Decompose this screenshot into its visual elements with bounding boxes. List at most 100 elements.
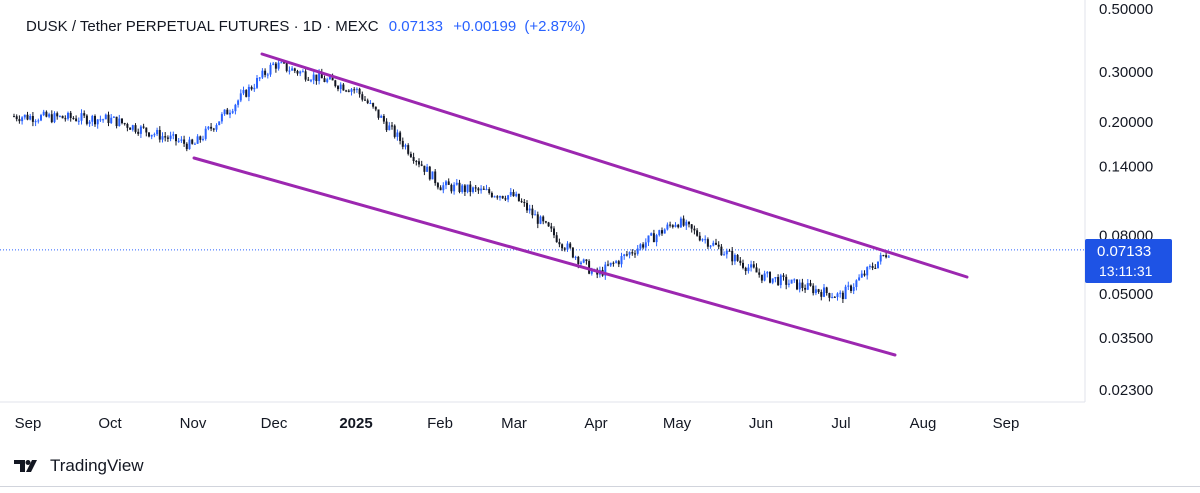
candle-body — [434, 171, 437, 184]
y-tick-label: 0.02300 — [1099, 382, 1153, 399]
candle-body — [685, 221, 688, 226]
candle-body — [766, 272, 769, 274]
candle-body — [347, 90, 350, 92]
candle-body — [277, 62, 280, 69]
candle-body — [415, 161, 418, 163]
candle-body — [628, 252, 631, 255]
candle-body — [323, 78, 326, 82]
y-tick-label: 0.03500 — [1099, 330, 1153, 347]
candle-body — [858, 277, 861, 281]
candle-body — [126, 124, 129, 128]
candle-body — [868, 266, 871, 268]
candle-body — [148, 132, 150, 137]
candle-body — [361, 94, 364, 100]
candle-body — [118, 118, 121, 127]
candle-body — [679, 218, 682, 228]
candle-body — [590, 270, 593, 274]
candle-body — [793, 279, 796, 281]
candle-body — [493, 196, 496, 198]
candle-body — [369, 103, 372, 105]
candle-body — [337, 86, 339, 90]
candle-body — [418, 161, 420, 165]
candle-body — [866, 267, 869, 276]
candle-body — [312, 74, 315, 81]
candle-body — [304, 71, 307, 80]
candle-body — [582, 259, 585, 263]
candle-body — [455, 182, 458, 185]
candle-body — [806, 283, 809, 290]
candle-body — [563, 248, 566, 250]
candle-body — [412, 156, 415, 162]
candle-body — [488, 189, 491, 193]
candle-body — [156, 129, 159, 135]
channel-line-upper[interactable] — [260, 52, 969, 279]
candle-body — [391, 125, 393, 127]
candle-body — [833, 296, 836, 298]
candle-body — [88, 121, 91, 124]
channel-lines[interactable] — [192, 52, 969, 357]
candle-body — [372, 103, 375, 107]
candle-body — [809, 283, 812, 286]
candle-body — [804, 287, 807, 290]
candle-body — [320, 72, 323, 79]
candle-body — [571, 247, 574, 258]
candle-body — [863, 273, 866, 276]
candle-body — [261, 70, 264, 78]
y-tick-label: 0.20000 — [1099, 114, 1153, 131]
candle-body — [188, 139, 191, 150]
candle-body — [693, 228, 696, 231]
candle-body — [45, 111, 48, 117]
y-tick-label: 0.05000 — [1099, 286, 1153, 303]
candle-body — [669, 224, 672, 226]
candle-body — [577, 256, 580, 265]
candle-body — [499, 195, 501, 198]
candle-body — [61, 115, 64, 119]
x-axis: Sep Oct Nov Dec 2025 Feb Mar Apr May Jun Jul Aug Sep — [15, 415, 1020, 432]
x-tick-label: Nov — [180, 415, 207, 432]
candle-body — [472, 187, 474, 192]
candle-body — [175, 134, 177, 142]
brand-footer[interactable]: TradingView — [14, 456, 144, 476]
candle-body — [166, 137, 169, 139]
candle-body — [207, 126, 210, 129]
candle-body — [37, 120, 40, 122]
candle-body — [102, 119, 105, 121]
candle-body — [812, 285, 815, 294]
candle-body — [469, 184, 472, 192]
candle-body — [364, 99, 366, 101]
candle-body — [48, 114, 51, 117]
candle-body — [18, 119, 21, 122]
candle-body — [388, 125, 391, 131]
candle-body — [604, 264, 607, 276]
channel-line-lower[interactable] — [192, 156, 897, 357]
candle-body — [501, 195, 504, 199]
candle-body — [436, 183, 439, 188]
x-tick-label: Feb — [427, 415, 453, 432]
last-price-label: 0.07133 — [1097, 243, 1151, 260]
candle-body — [639, 244, 642, 249]
interval: 1D — [302, 18, 322, 35]
candle-body — [158, 129, 161, 140]
candle-body — [339, 84, 342, 90]
y-tick-label: 0.14000 — [1099, 158, 1153, 175]
candle-body — [42, 111, 45, 116]
candle-body — [23, 114, 26, 118]
candle-body — [139, 126, 142, 134]
candle-body — [169, 135, 172, 139]
candle-body — [34, 121, 37, 123]
candle-body — [272, 63, 275, 65]
candle-body — [855, 280, 858, 287]
candle-body — [264, 70, 267, 75]
candle-body — [234, 104, 237, 112]
candle-body — [50, 114, 53, 123]
candle-body — [652, 233, 655, 243]
candle-body — [647, 235, 650, 243]
candle-body — [631, 252, 634, 254]
candle-body — [566, 243, 569, 250]
candle-body — [310, 80, 312, 82]
candle-body — [580, 262, 582, 265]
candle-body — [53, 113, 56, 123]
candle-body — [318, 72, 321, 82]
candle-body — [239, 93, 242, 101]
